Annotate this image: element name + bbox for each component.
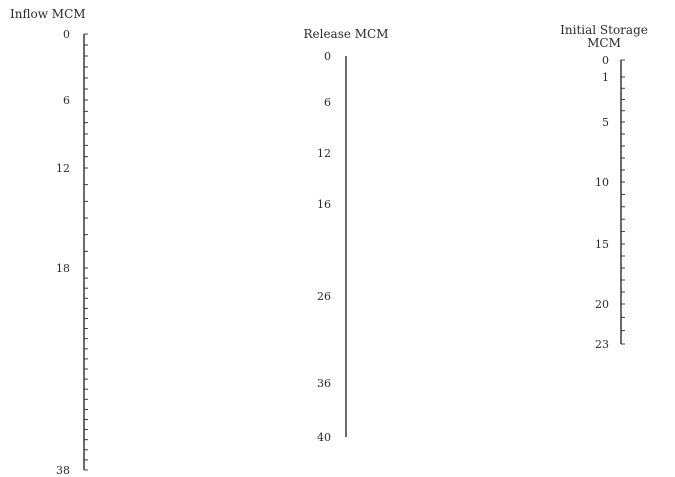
scale-initial-storage-label-23: 23 bbox=[595, 338, 609, 351]
scale-initial-storage-title-line-1: Initial Storage bbox=[560, 23, 648, 37]
scale-inflow-ticks bbox=[84, 33, 88, 471]
scale-initial-storage-label-5: 5 bbox=[602, 116, 609, 129]
scale-inflow-label-6: 6 bbox=[63, 94, 70, 107]
scale-inflow-title-line-1: Inflow MCM bbox=[10, 7, 86, 21]
scale-initial-storage-label-20: 20 bbox=[595, 298, 609, 311]
scale-release-label-12: 12 bbox=[317, 147, 331, 160]
scale-inflow-label-12: 12 bbox=[56, 162, 70, 175]
scale-initial-storage-label-1: 1 bbox=[602, 71, 609, 84]
scale-initial-storage-label-10: 10 bbox=[595, 176, 609, 189]
scale-release-title-line-1: Release MCM bbox=[303, 27, 388, 41]
scale-release-label-6: 6 bbox=[324, 96, 331, 109]
scale-inflow: Inflow MCM 0 6 12 18 38 bbox=[10, 7, 88, 477]
scale-initial-storage-title-line-2: MCM bbox=[587, 36, 621, 50]
scale-initial-storage-label-0: 0 bbox=[602, 54, 609, 67]
scale-inflow-label-0: 0 bbox=[63, 28, 70, 41]
scale-release: Release MCM 0 6 12 16 26 36 40 bbox=[303, 27, 388, 444]
scale-initial-storage-label-15: 15 bbox=[595, 238, 609, 251]
scale-initial-storage: Initial Storage MCM 0 1 5 10 15 20 23 bbox=[560, 23, 648, 351]
scale-release-label-0: 0 bbox=[324, 50, 331, 63]
scale-release-label-40: 40 bbox=[317, 431, 331, 444]
scale-release-label-16: 16 bbox=[317, 198, 331, 211]
scale-release-label-26: 26 bbox=[317, 290, 331, 303]
scale-release-label-36: 36 bbox=[317, 377, 331, 390]
scale-inflow-label-38: 38 bbox=[56, 464, 70, 477]
scale-inflow-label-18: 18 bbox=[56, 262, 70, 275]
scale-initial-storage-ticks bbox=[621, 59, 625, 345]
